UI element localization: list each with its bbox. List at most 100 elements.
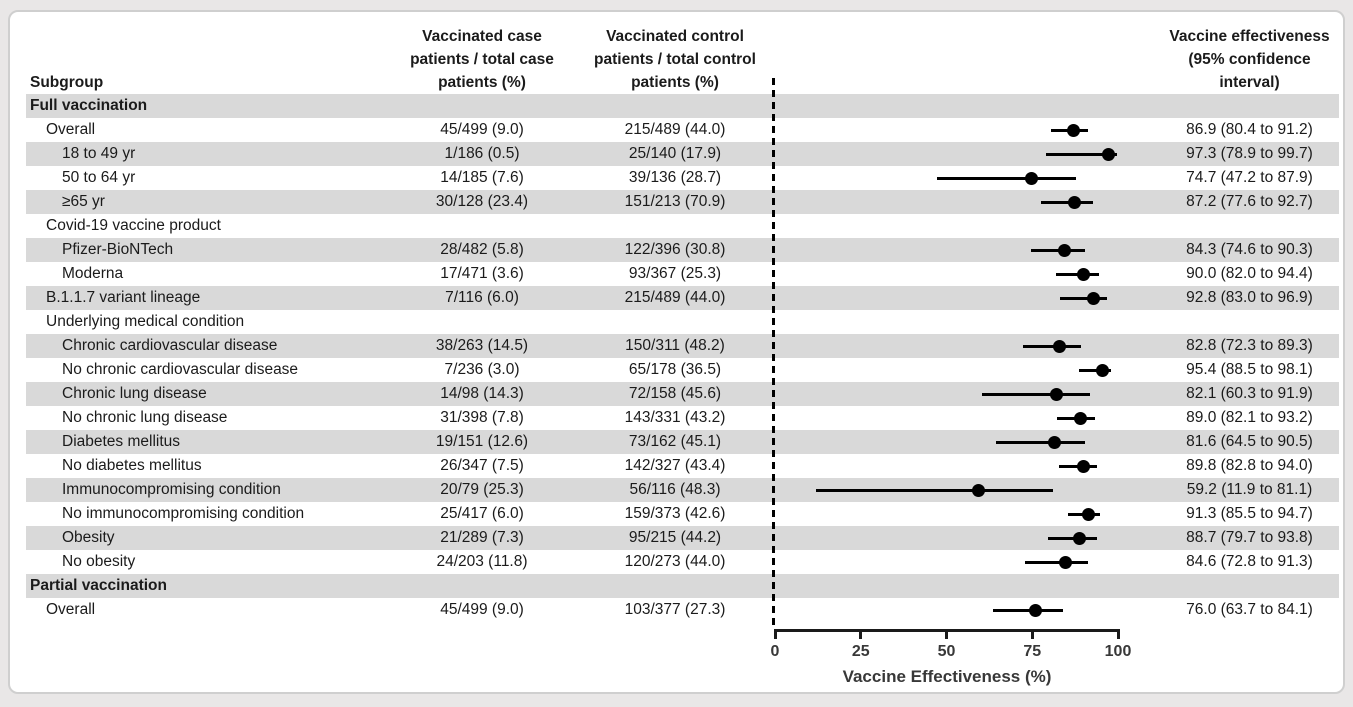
ve-point-estimate-dot <box>1095 363 1109 377</box>
case-count-cell: 7/116 (6.0) <box>445 289 519 306</box>
subgroup-label: Overall <box>46 601 96 618</box>
control-count-cell: 142/327 (43.4) <box>624 457 726 474</box>
ci-text-cell: 89.8 (82.8 to 94.0) <box>1186 457 1313 474</box>
ve-point-estimate-dot <box>1024 171 1038 185</box>
control-count-cell: 95/215 (44.2) <box>628 529 722 546</box>
column-header-case: Vaccinated case patients / total case pa… <box>382 20 582 94</box>
subgroup-label: Chronic lung disease <box>62 385 207 402</box>
subgroup-header-label: Subgroup <box>30 74 104 91</box>
ve-point-estimate-dot <box>1048 435 1062 449</box>
subgroup-label: No chronic cardiovascular disease <box>62 361 299 378</box>
ve-point-estimate-dot <box>1072 531 1086 545</box>
ci-text-cell: 81.6 (64.5 to 90.5) <box>1186 433 1313 450</box>
subgroup-label: No obesity <box>62 553 136 570</box>
control-count-cell: 73/162 (45.1) <box>628 433 722 450</box>
case-count-cell: 1/186 (0.5) <box>444 145 520 162</box>
control-count-cell: 39/136 (28.7) <box>628 169 722 186</box>
x-axis-tick-label: 75 <box>1023 643 1042 660</box>
subgroup-label: Covid-19 vaccine product <box>46 217 221 234</box>
table-row: Chronic lung disease 14/98 (14.3) 72/158… <box>26 382 1339 406</box>
section-row: Underlying medical condition <box>26 310 1339 334</box>
ve-header-line: interval) <box>1219 74 1280 91</box>
ve-point-estimate-dot <box>1058 555 1072 569</box>
subgroup-label: Immunocompromising condition <box>62 481 281 498</box>
ve-point-estimate-dot <box>1073 411 1087 425</box>
ci-text-cell: 91.3 (85.5 to 94.7) <box>1186 505 1313 522</box>
table-row: Chronic cardiovascular disease 38/263 (1… <box>26 334 1339 358</box>
column-header-vaccine-effectiveness: Vaccine effectiveness (95% confidence in… <box>1142 20 1343 94</box>
table-row: Pfizer-BioNTech 28/482 (5.8) 122/396 (30… <box>26 238 1339 262</box>
ci-text-cell: 74.7 (47.2 to 87.9) <box>1186 169 1313 186</box>
control-count-cell: 215/489 (44.0) <box>624 289 726 306</box>
column-header-subgroup: Subgroup <box>26 20 330 94</box>
ci-whisker <box>1059 296 1108 300</box>
ci-whisker <box>1022 344 1082 348</box>
case-header-line: patients (%) <box>438 74 526 91</box>
ci-text-cell: 82.1 (60.3 to 91.9) <box>1186 385 1313 402</box>
x-axis-tick-label: 25 <box>851 643 870 660</box>
table-row: No immunocompromising condition 25/417 (… <box>26 502 1339 526</box>
case-count-cell: 20/79 (25.3) <box>440 481 524 498</box>
case-count-cell: 45/499 (9.0) <box>440 121 524 138</box>
control-count-cell: 56/116 (48.3) <box>629 481 721 498</box>
table-row: 50 to 64 yr 14/185 (7.6) 39/136 (28.7) 7… <box>26 166 1339 190</box>
case-count-cell: 17/471 (3.6) <box>440 265 524 282</box>
table-row: Moderna 17/471 (3.6) 93/367 (25.3) 90.0 … <box>26 262 1339 286</box>
case-count-cell: 25/417 (6.0) <box>440 505 524 522</box>
ci-text-cell: 89.0 (82.1 to 93.2) <box>1186 409 1313 426</box>
control-count-cell: 150/311 (48.2) <box>625 337 725 354</box>
case-count-cell: 19/151 (12.6) <box>435 433 529 450</box>
forest-plot-card: Subgroup Vaccinated case patients / tota… <box>8 10 1345 694</box>
ve-point-estimate-dot <box>1066 123 1080 137</box>
ve-header-line: Vaccine effectiveness <box>1169 28 1330 45</box>
table-row: Obesity 21/289 (7.3) 95/215 (44.2) 88.7 … <box>26 526 1339 550</box>
ci-text-cell: 90.0 (82.0 to 94.4) <box>1186 265 1313 282</box>
table-row: Overall 45/499 (9.0) 215/489 (44.0) 86.9… <box>26 118 1339 142</box>
control-count-cell: 72/158 (45.6) <box>628 385 722 402</box>
x-axis-tick-label: 50 <box>937 643 956 660</box>
section-row: Full vaccination <box>26 94 1339 118</box>
control-count-cell: 143/331 (43.2) <box>624 409 726 426</box>
ve-point-estimate-dot <box>971 483 985 497</box>
ve-point-estimate-dot <box>1076 459 1090 473</box>
ve-point-estimate-dot <box>1086 291 1100 305</box>
table-row: ≥65 yr 30/128 (23.4) 151/213 (70.9) 87.2… <box>26 190 1339 214</box>
case-count-cell: 14/98 (14.3) <box>440 385 524 402</box>
case-count-cell: 7/236 (3.0) <box>444 361 520 378</box>
ci-whisker <box>1024 560 1089 564</box>
x-axis-tick <box>773 629 777 639</box>
subgroup-label: Pfizer-BioNTech <box>62 241 174 258</box>
subgroup-label: Underlying medical condition <box>46 313 245 330</box>
case-count-cell: 14/185 (7.6) <box>440 169 524 186</box>
ci-text-cell: 84.3 (74.6 to 90.3) <box>1186 241 1313 258</box>
case-count-cell: 38/263 (14.5) <box>435 337 529 354</box>
case-count-cell: 21/289 (7.3) <box>440 529 524 546</box>
control-count-cell: 120/273 (44.0) <box>624 553 726 570</box>
table-body: Full vaccination Overall 45/499 (9.0) 21… <box>26 94 1339 622</box>
table-row: No diabetes mellitus 26/347 (7.5) 142/32… <box>26 454 1339 478</box>
case-header-line: patients / total case <box>410 51 554 68</box>
case-header-line: Vaccinated case <box>422 28 542 45</box>
ci-text-cell: 95.4 (88.5 to 98.1) <box>1186 361 1313 378</box>
ci-text-cell: 92.8 (83.0 to 96.9) <box>1186 289 1313 306</box>
subgroup-label: Diabetes mellitus <box>62 433 181 450</box>
ci-whisker <box>993 608 1064 612</box>
ci-whisker <box>1048 536 1097 540</box>
control-header-line: patients / total control <box>594 51 756 68</box>
subgroup-label: Full vaccination <box>30 97 148 114</box>
ci-text-cell: 84.6 (72.8 to 91.3) <box>1186 553 1313 570</box>
table-row: No obesity 24/203 (11.8) 120/273 (44.0) … <box>26 550 1339 574</box>
case-count-cell: 30/128 (23.4) <box>435 193 529 210</box>
ci-text-cell: 97.3 (78.9 to 99.7) <box>1186 145 1313 162</box>
ci-text-cell: 59.2 (11.9 to 81.1) <box>1186 481 1313 498</box>
control-count-cell: 103/377 (27.3) <box>624 601 726 618</box>
ci-whisker <box>936 176 1077 180</box>
control-header-line: Vaccinated control <box>606 28 744 45</box>
ci-text-cell: 87.2 (77.6 to 92.7) <box>1186 193 1313 210</box>
case-count-cell: 24/203 (11.8) <box>436 553 528 570</box>
x-axis-title: Vaccine Effectiveness (%) <box>842 667 1052 686</box>
subgroup-label: No diabetes mellitus <box>62 457 202 474</box>
x-axis-tick-label: 0 <box>770 643 780 660</box>
ve-point-estimate-dot <box>1077 267 1091 281</box>
ci-whisker <box>1041 200 1093 204</box>
